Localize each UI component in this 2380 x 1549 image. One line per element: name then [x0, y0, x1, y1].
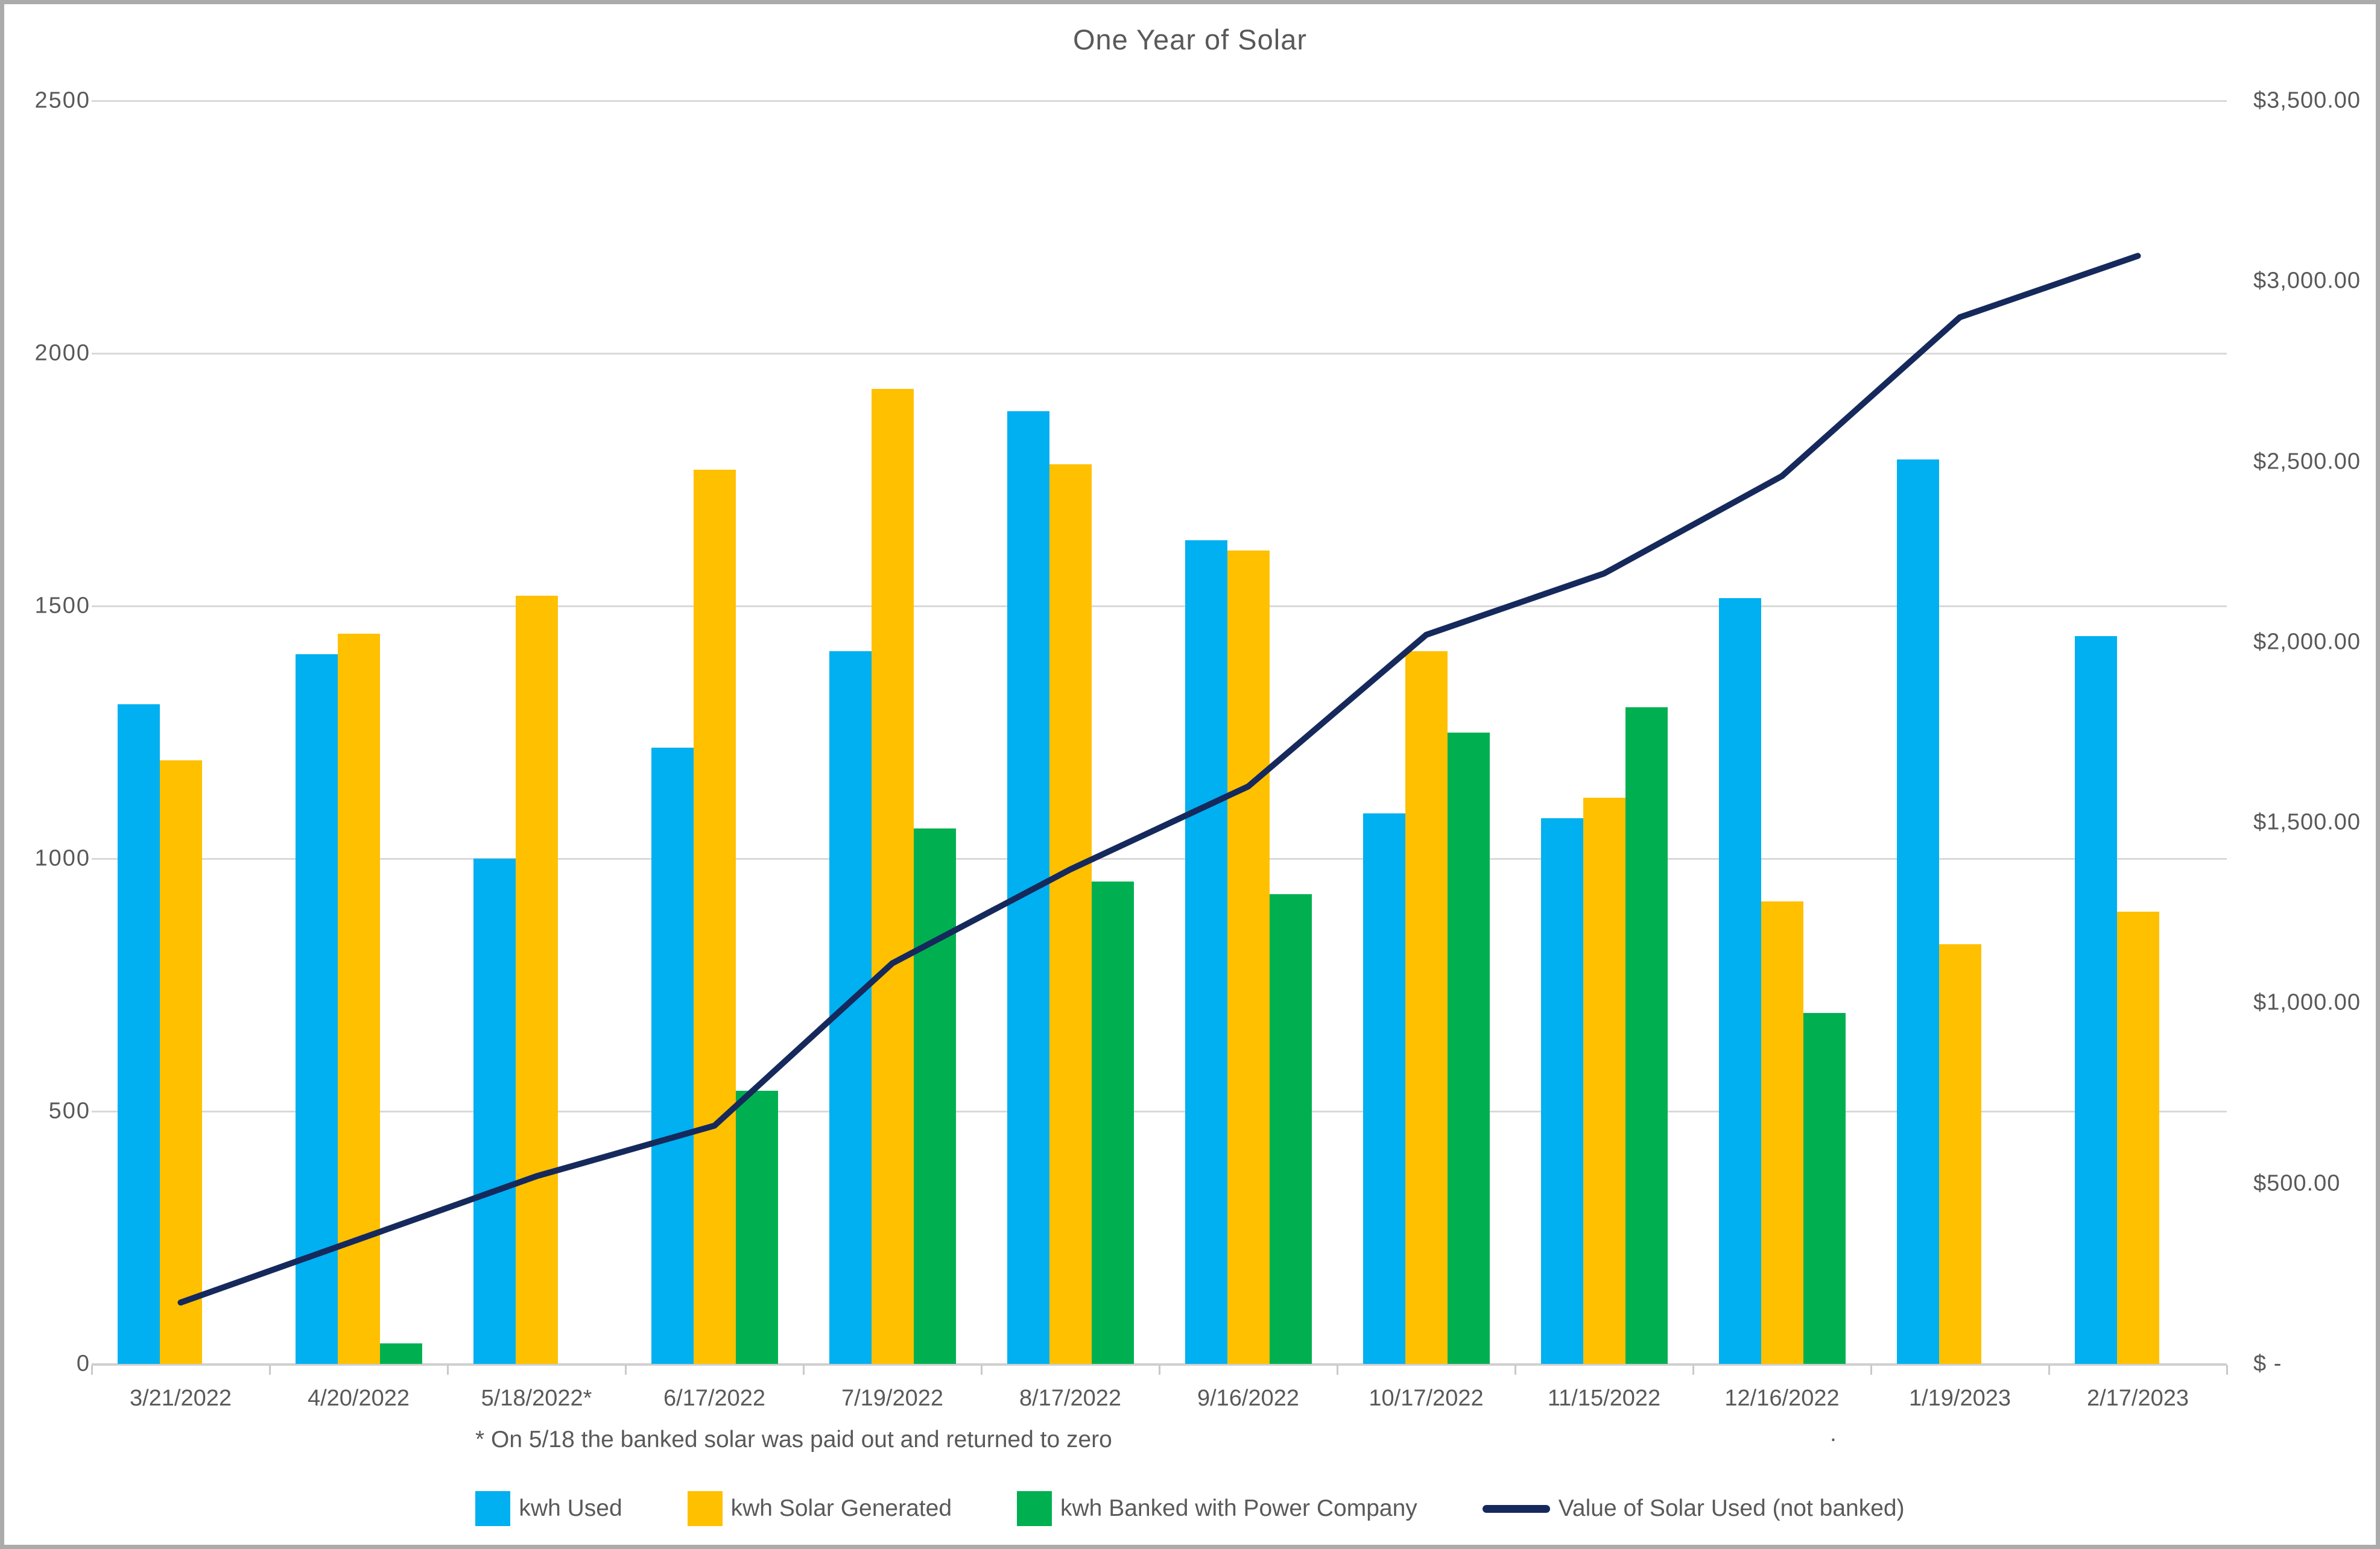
kwh-used-bar [829, 651, 872, 1364]
right-axis-tick-label: $ - [2253, 1351, 2282, 1377]
legend-line-icon [1482, 1504, 1550, 1513]
kwh-solar-generated-bar [1761, 901, 1803, 1364]
left-axis-tick-label: 2500 [34, 87, 90, 113]
kwh-solar-generated-bar [159, 760, 202, 1364]
kwh-solar-generated-bar [871, 388, 914, 1364]
x-axis-date-label: 12/16/2022 [1724, 1386, 1840, 1411]
left-axis-tick-label: 1500 [34, 593, 90, 619]
kwh-solar-generated-bar [1049, 464, 1092, 1364]
x-axis-line [92, 1363, 2227, 1366]
legend-item: kwh Solar Generated [687, 1491, 952, 1526]
footnote-text: * On 5/18 the banked solar was paid out … [475, 1427, 1112, 1453]
right-axis-tick-label: $3,500.00 [2253, 87, 2361, 113]
kwh-used-bar [295, 654, 338, 1364]
legend-item: kwh Banked with Power Company [1017, 1491, 1417, 1526]
kwh-solar-generated-bar [1938, 944, 1981, 1364]
x-axis-date-label: 11/15/2022 [1547, 1386, 1661, 1411]
kwh-used-bar [651, 747, 694, 1364]
kwh-used-bar [2074, 636, 2117, 1364]
kwh-used-bar [1362, 813, 1405, 1364]
x-axis-tick [1159, 1365, 1160, 1375]
x-axis-tick [447, 1365, 449, 1375]
kwh-solar-generated-bar [515, 596, 558, 1364]
gridline [92, 100, 2227, 102]
kwh-solar-generated-bar [1405, 651, 1448, 1364]
x-axis-date-label: 3/21/2022 [129, 1386, 232, 1411]
x-axis-tick [1514, 1365, 1516, 1375]
kwh-used-bar [1540, 818, 1583, 1364]
x-axis-tick [2048, 1365, 2050, 1375]
x-axis-tick [803, 1365, 805, 1375]
left-axis-tick-label: 2000 [34, 340, 90, 366]
kwh-banked-with-power-company-bar [735, 1091, 778, 1364]
kwh-banked-with-power-company-bar [1269, 894, 1312, 1364]
legend-label: kwh Used [519, 1495, 622, 1521]
kwh-banked-with-power-company-bar [913, 828, 956, 1364]
x-axis-tick [981, 1365, 983, 1375]
right-axis-tick-label: $2,000.00 [2253, 629, 2361, 655]
legend-label: Value of Solar Used (not banked) [1558, 1495, 1905, 1521]
kwh-banked-with-power-company-bar [1447, 732, 1490, 1364]
x-axis-tick [91, 1365, 93, 1375]
right-axis-tick-label: $500.00 [2253, 1170, 2341, 1196]
x-axis-tick [2226, 1365, 2228, 1375]
kwh-used-bar [473, 859, 516, 1364]
x-axis-date-label: 4/20/2022 [307, 1386, 410, 1411]
x-axis-date-label: 8/17/2022 [1019, 1386, 1122, 1411]
x-axis-tick [625, 1365, 627, 1375]
right-axis-tick-label: $1,500.00 [2253, 809, 2361, 835]
kwh-used-bar [1185, 540, 1227, 1364]
right-axis-tick-label: $1,000.00 [2253, 989, 2361, 1015]
x-axis-tick [1692, 1365, 1694, 1375]
kwh-banked-with-power-company-bar [1803, 1012, 1846, 1364]
left-axis-tick-label: 0 [76, 1351, 90, 1377]
right-axis-tick-label: $3,000.00 [2253, 268, 2361, 294]
x-axis-tick [1870, 1365, 1872, 1375]
kwh-solar-generated-bar [1583, 798, 1625, 1364]
kwh-solar-generated-bar [1227, 550, 1270, 1364]
kwh-banked-with-power-company-bar [379, 1343, 422, 1364]
x-axis-date-label: 10/17/2022 [1369, 1386, 1484, 1411]
legend-label: kwh Banked with Power Company [1060, 1495, 1417, 1521]
legend-swatch-icon [1017, 1491, 1052, 1526]
x-axis-tick [1337, 1365, 1338, 1375]
legend-swatch-icon [687, 1491, 723, 1526]
right-axis-tick-label: $2,500.00 [2253, 449, 2361, 475]
kwh-used-bar [1896, 459, 1939, 1364]
stray-period-text: . [1830, 1421, 1837, 1446]
kwh-used-bar [1718, 598, 1761, 1364]
gridline [92, 353, 2227, 355]
x-axis-date-label: 7/19/2022 [841, 1386, 944, 1411]
x-axis-date-label: 9/16/2022 [1197, 1386, 1300, 1411]
x-axis-date-label: 2/17/2023 [2086, 1386, 2189, 1411]
x-axis-date-label: 6/17/2022 [663, 1386, 766, 1411]
left-axis-tick-label: 1000 [34, 845, 90, 871]
left-axis-tick-label: 500 [48, 1098, 90, 1124]
chart-title: One Year of Solar [1072, 24, 1308, 55]
kwh-solar-generated-bar [337, 634, 380, 1364]
kwh-banked-with-power-company-bar [1091, 881, 1134, 1364]
legend-item: kwh Used [475, 1491, 622, 1526]
kwh-solar-generated-bar [2116, 911, 2159, 1364]
x-axis-date-label: 1/19/2023 [1908, 1386, 2011, 1411]
x-axis-tick [269, 1365, 271, 1375]
legend-item: Value of Solar Used (not banked) [1482, 1495, 1905, 1522]
kwh-used-bar [1007, 411, 1049, 1364]
kwh-banked-with-power-company-bar [1625, 707, 1668, 1364]
chart-legend: kwh Used kwh Solar Generated kwh Banked wi… [0, 1484, 2380, 1533]
legend-label: kwh Solar Generated [730, 1495, 952, 1521]
kwh-used-bar [117, 704, 160, 1364]
x-axis-date-label: 5/18/2022* [481, 1386, 592, 1411]
kwh-solar-generated-bar [693, 469, 736, 1364]
legend-swatch-icon [475, 1491, 511, 1526]
